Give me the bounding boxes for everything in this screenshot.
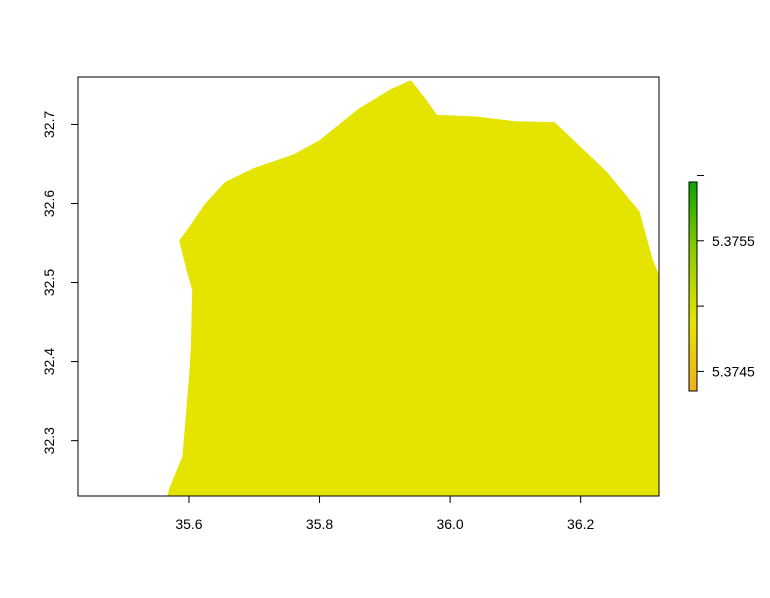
x-tick-label: 35.8 [306,516,333,532]
y-tick-label: 32.7 [41,111,57,138]
y-tick-label: 32.4 [41,348,57,375]
x-axis: 35.6 35.8 36.0 36.2 [175,496,594,532]
x-tick-label: 35.6 [175,516,202,532]
raster-region-layer [167,80,659,496]
color-legend: 5.3745 5.3755 [688,174,755,392]
x-tick-label: 36.2 [567,516,594,532]
legend-tick-label: 5.3745 [712,363,755,379]
x-tick-label: 36.0 [436,516,463,532]
y-axis: 32.3 32.4 32.5 32.6 32.7 [41,111,78,454]
raster-region-polygon [167,80,659,496]
plot-frame [77,76,660,497]
y-tick-label: 32.6 [41,190,57,217]
legend-tick-label: 5.3755 [712,233,755,249]
y-tick-label: 32.3 [41,427,57,454]
legend-color-bar [688,181,698,392]
y-tick-label: 32.5 [41,269,57,296]
